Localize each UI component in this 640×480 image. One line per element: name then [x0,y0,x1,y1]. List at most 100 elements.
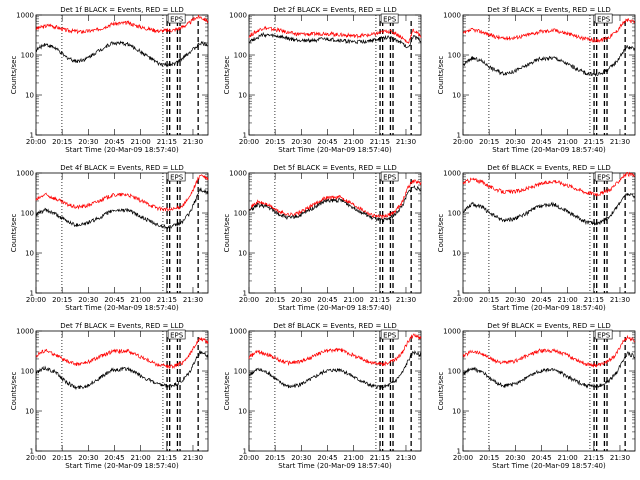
y-tick-label: 1000 [229,12,247,20]
x-tick-label: 21:15 [157,454,177,462]
y-tick-label: 100 [234,52,247,60]
y-axis-label: Counts/sec [10,214,18,253]
x-axis-label: Start Time (20-Mar-09 18:57:40) [278,304,392,312]
x-tick-label: 21:15 [370,138,390,146]
x-tick-label: 21:15 [584,138,604,146]
panel-3: Det 3f BLACK = Events, RED = LLD 1 10 100 10… [437,6,636,154]
y-tick-label: 1000 [229,328,247,336]
y-axis-label: Counts/sec [437,372,445,411]
x-tick-label: 20:00 [26,138,46,146]
x-tick-label: 20:00 [453,296,473,304]
x-tick-label: 20:15 [52,296,72,304]
y-tick-label: 1 [30,132,34,140]
annotation-box [167,13,186,24]
y-tick-label: 10 [238,250,247,258]
x-tick-label: 21:00 [558,138,578,146]
x-tick-label: 20:15 [479,138,499,146]
x-axis-label: Start Time (20-Mar-09 18:57:40) [492,146,606,154]
y-tick-label: 10 [452,92,461,100]
y-tick-label: 10 [25,408,34,416]
y-tick-label: 1000 [229,170,247,178]
panel-title: Det 6f BLACK = Events, RED = LLD [487,164,610,172]
x-tick-label: 21:30 [610,296,630,304]
plot-frame [462,172,636,294]
y-tick-label: 10 [25,92,34,100]
x-tick-label: 21:15 [584,296,604,304]
x-tick-label: 20:45 [317,296,337,304]
x-tick-label: 20:45 [104,296,124,304]
x-tick-label: 20:15 [52,454,72,462]
y-tick-label: 1 [457,448,461,456]
annotation-box [380,171,399,182]
x-tick-label: 20:15 [265,454,285,462]
x-tick-label: 20:45 [104,454,124,462]
y-tick-label: 1 [457,132,461,140]
x-tick-label: 21:00 [344,296,364,304]
x-tick-label: 21:30 [396,138,416,146]
annotation-label: EPS [383,332,397,340]
x-tick-label: 20:45 [317,454,337,462]
x-tick-label: 21:30 [183,138,203,146]
x-tick-label: 20:30 [78,296,98,304]
annotation-label: EPS [597,174,611,182]
annotation-box [167,171,186,182]
lld-series-line [35,174,209,212]
x-tick-label: 20:30 [291,296,311,304]
x-tick-label: 21:30 [183,296,203,304]
panel-9: Det 9f BLACK = Events, RED = LLD 1 10 100 10… [437,322,636,470]
panel-title: Det 9f BLACK = Events, RED = LLD [487,322,610,330]
plot-frame [35,172,209,294]
y-tick-label: 10 [452,408,461,416]
y-tick-label: 1000 [443,170,461,178]
x-tick-label: 21:00 [558,296,578,304]
x-axis-label: Start Time (20-Mar-09 18:57:40) [278,146,392,154]
x-tick-label: 20:15 [479,296,499,304]
events-series-line [248,31,422,49]
x-tick-label: 20:00 [26,296,46,304]
events-series-line [248,350,422,390]
x-axis-label: Start Time (20-Mar-09 18:57:40) [492,304,606,312]
x-tick-label: 21:30 [396,296,416,304]
y-axis-label: Counts/sec [10,372,18,411]
lld-series-line [35,14,209,35]
events-series-line [462,351,636,389]
panel-5: Det 5f BLACK = Events, RED = LLD 1 10 100 10… [223,164,422,312]
x-tick-label: 20:45 [531,296,551,304]
annotation-label: EPS [597,16,611,24]
panel-title: Det 2f BLACK = Events, RED = LLD [273,6,396,14]
y-tick-label: 100 [448,52,461,60]
y-tick-label: 10 [25,250,34,258]
lld-series-line [35,337,209,369]
y-tick-label: 100 [234,210,247,218]
x-tick-label: 21:00 [344,454,364,462]
x-tick-label: 20:15 [265,296,285,304]
x-tick-label: 20:30 [78,454,98,462]
plot-frame [462,330,636,452]
events-series-line [35,349,209,391]
y-tick-label: 100 [21,52,34,60]
panel-7: Det 7f BLACK = Events, RED = LLD 1 10 100 10… [10,322,209,470]
annotation-box [167,329,186,340]
plot-frame [462,14,636,136]
x-tick-label: 21:00 [131,296,151,304]
x-tick-label: 20:00 [453,138,473,146]
lld-series-line [462,334,636,369]
x-tick-label: 20:15 [52,138,72,146]
annotation-box [380,329,399,340]
annotation-label: EPS [170,174,184,182]
plot-frame [35,14,209,136]
panel-title: Det 4f BLACK = Events, RED = LLD [60,164,183,172]
y-tick-label: 1000 [443,328,461,336]
y-tick-label: 100 [448,368,461,376]
x-tick-label: 20:30 [505,296,525,304]
y-axis-label: Counts/sec [223,214,231,253]
annotation-box [594,329,613,340]
x-axis-label: Start Time (20-Mar-09 18:57:40) [65,304,179,312]
x-tick-label: 20:15 [479,454,499,462]
x-tick-label: 20:15 [265,138,285,146]
events-series-line [462,193,635,226]
lld-series-line [248,179,422,219]
panel-2: Det 2f BLACK = Events, RED = LLD 1 10 100 10… [223,6,422,154]
y-tick-label: 1 [243,132,247,140]
y-tick-label: 1 [30,290,34,298]
